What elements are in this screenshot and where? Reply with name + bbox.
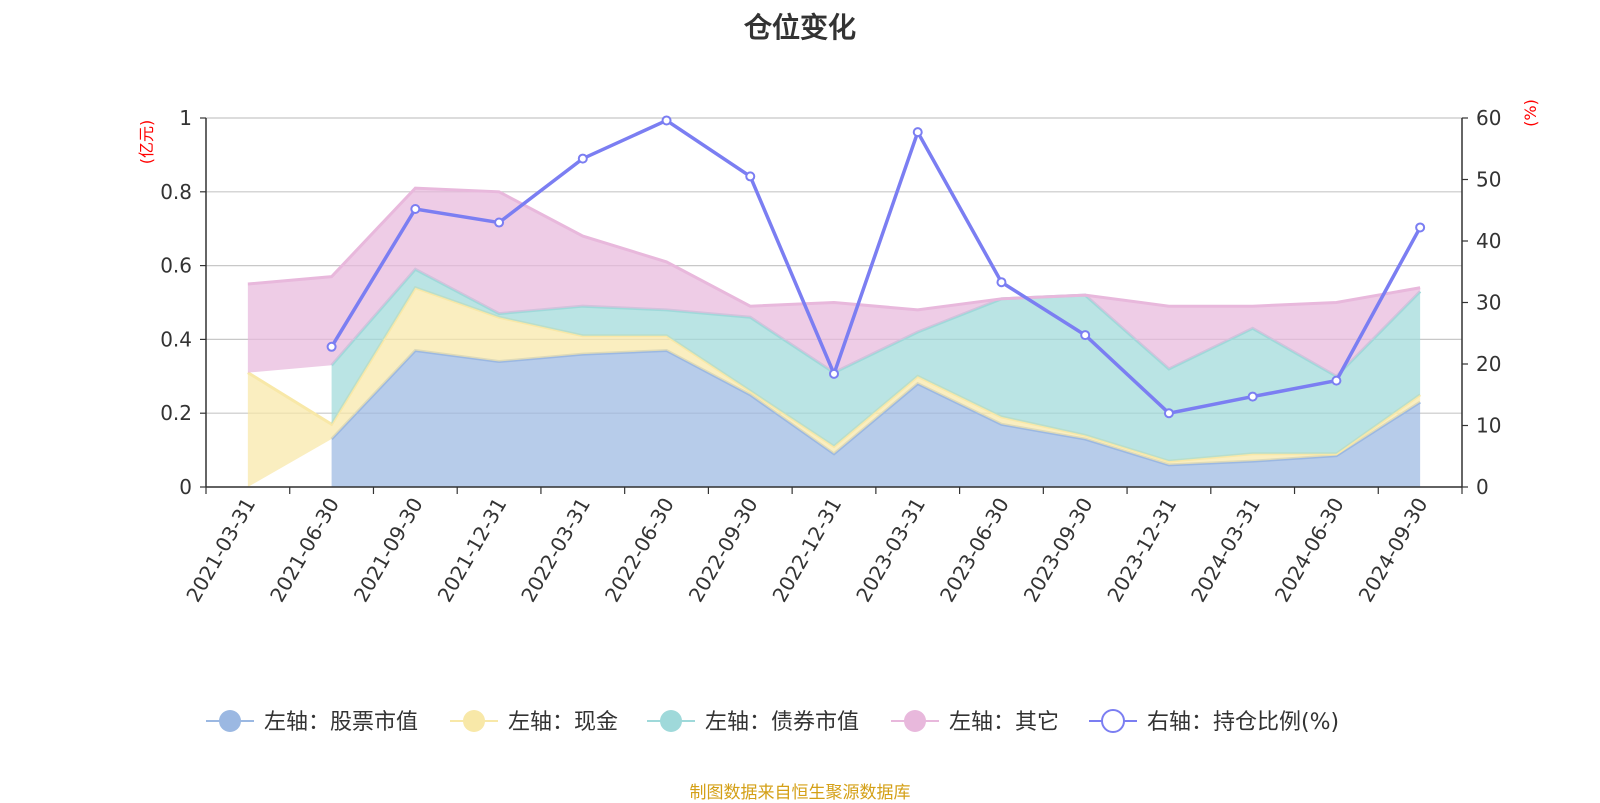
- legend-item[interactable]: 左轴：股票市值: [206, 710, 418, 735]
- ratio-point[interactable]: [1415, 222, 1426, 233]
- right-axis-tick-label: 50: [1476, 168, 1501, 192]
- area-2: [247, 287, 1421, 487]
- ratio-point[interactable]: [1163, 408, 1174, 419]
- ratio-point[interactable]: [1331, 375, 1342, 386]
- ratio-point[interactable]: [326, 341, 337, 352]
- ratio-point[interactable]: [661, 115, 672, 126]
- x-axis-tick-label: 2021-12-31: [432, 493, 511, 606]
- left-axis-tick-label: 0.4: [160, 327, 192, 351]
- right-axis-unit: (%): [1521, 99, 1540, 127]
- legend-label: 左轴：债券市值: [705, 710, 859, 735]
- x-axis-tick-label: 2024-03-31: [1186, 494, 1265, 607]
- ratio-point[interactable]: [1247, 391, 1258, 402]
- ratio-point[interactable]: [577, 153, 588, 164]
- legend-label: 右轴：持仓比例(%): [1147, 710, 1339, 735]
- legend-label: 左轴：其它: [949, 710, 1059, 735]
- x-axis-tick-label: 2022-03-31: [516, 494, 595, 607]
- x-axis-tick-label: 2022-09-30: [684, 494, 763, 607]
- legend-marker: [660, 710, 682, 732]
- data-source-note: 制图数据来自恒生聚源数据库: [689, 783, 911, 803]
- left-axis-tick-label: 0: [179, 475, 192, 499]
- left-axis-tick-label: 0.2: [160, 401, 192, 425]
- right-axis-tick-label: 20: [1476, 352, 1501, 376]
- x-axis-tick-label: 2021-03-31: [181, 494, 260, 607]
- left-axis-tick-label: 0.6: [160, 254, 192, 278]
- right-axis-tick-label: 30: [1476, 291, 1501, 315]
- ratio-point[interactable]: [912, 127, 923, 138]
- left-axis-tick-label: 1: [179, 106, 192, 130]
- ratio-point[interactable]: [494, 217, 505, 228]
- legend-marker: [1101, 709, 1125, 733]
- ratio-point[interactable]: [410, 204, 421, 215]
- chart-title: 仓位变化: [743, 11, 856, 44]
- legend-marker: [219, 710, 241, 732]
- stacked-areas: [247, 186, 1422, 487]
- right-axis-tick-label: 60: [1476, 106, 1501, 130]
- right-axis-tick-label: 0: [1476, 475, 1489, 499]
- legend-item[interactable]: 左轴：债券市值: [647, 710, 859, 735]
- right-axis-tick-label: 40: [1476, 229, 1501, 253]
- x-axis-tick-label: 2023-03-31: [851, 494, 930, 607]
- legend-label: 左轴：现金: [508, 710, 618, 735]
- ratio-point[interactable]: [996, 277, 1007, 288]
- legend-marker: [904, 710, 926, 732]
- legend[interactable]: 左轴：股票市值 左轴：现金 左轴：债券市值 左轴：其它 右轴：持仓比例(%): [206, 709, 1339, 735]
- right-axis-tick-label: 10: [1476, 414, 1501, 438]
- x-axis-tick-label: 2022-12-31: [767, 494, 846, 607]
- area-edge-4: [247, 186, 1421, 312]
- left-axis-tick-label: 0.8: [160, 180, 192, 204]
- x-axis-tick-label: 2024-06-30: [1270, 494, 1349, 607]
- x-axis-tick-label: 2024-09-30: [1354, 494, 1433, 607]
- legend-label: 左轴：股票市值: [264, 710, 418, 735]
- legend-item[interactable]: 右轴：持仓比例(%): [1089, 709, 1339, 735]
- area-3: [331, 269, 1421, 462]
- ratio-line-series: [326, 115, 1426, 419]
- x-axis-tick-label: 2023-06-30: [935, 494, 1014, 607]
- ratio-point[interactable]: [1080, 330, 1091, 341]
- ratio-line: [330, 118, 1422, 416]
- x-axis-tick-label: 2021-06-30: [265, 494, 344, 607]
- x-axis-tick-label: 2023-09-30: [1019, 494, 1098, 607]
- ratio-point[interactable]: [829, 368, 839, 379]
- x-axis-tick-label: 2023-12-31: [1102, 494, 1181, 607]
- x-axis-tick-label: 2022-06-30: [600, 494, 679, 607]
- legend-item[interactable]: 左轴：其它: [891, 710, 1059, 735]
- area-4: [247, 188, 1421, 377]
- x-axis-tick-label: 2021-09-30: [349, 494, 428, 607]
- left-axis-unit: (亿元): [137, 120, 156, 165]
- legend-marker: [463, 710, 485, 732]
- ratio-point[interactable]: [745, 171, 756, 182]
- legend-item[interactable]: 左轴：现金: [450, 710, 618, 735]
